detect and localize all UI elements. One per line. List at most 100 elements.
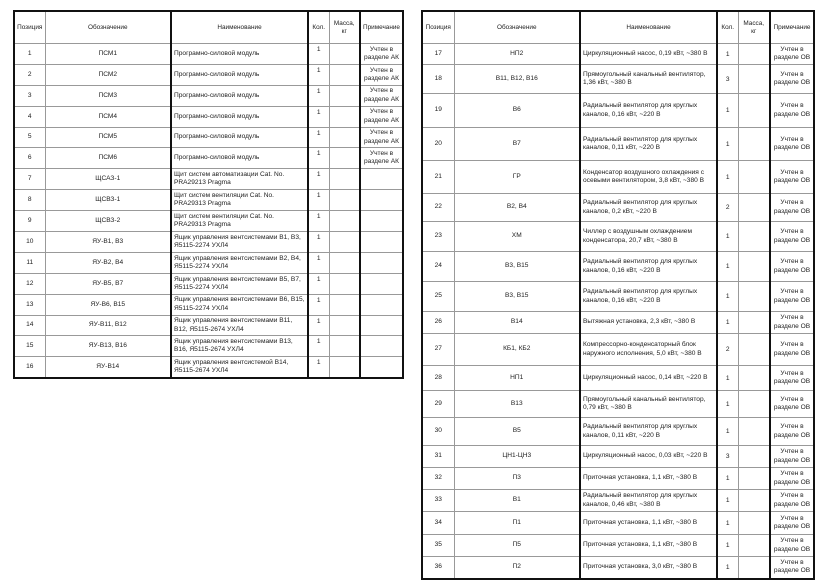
cell-mass: [328, 231, 361, 253]
cell-position: 3: [13, 84, 46, 107]
table-row: 25 В3, В15 Радиальный вентилятор для кругл…: [421, 281, 815, 312]
header-designation: Обозначение: [453, 10, 581, 44]
cell-quantity: 1: [307, 314, 330, 337]
cell-position: 21: [421, 160, 455, 194]
cell-note: Учтен в разделе АК: [359, 43, 404, 65]
table-row: 5 ПСМ5 Програмно-силовой модуль 1 Учтен в ра…: [13, 126, 404, 149]
cell-note: Учтен в разделе ОВ: [769, 251, 815, 282]
cell-position: 25: [421, 281, 455, 312]
specification-table-right: Позиция Обозначение Наименование Кол. Ма…: [421, 10, 815, 580]
cell-name: Радиальный вентилятор для круглых канало…: [579, 489, 718, 512]
cell-name: Радиальный вентилятор для круглых канало…: [579, 193, 718, 222]
table-row: 27 КБ1, КБ2 Компрессорно-конденсаторный бл…: [421, 333, 815, 366]
header-name: Наименование: [579, 10, 718, 44]
cell-note: Учтен в разделе ОВ: [769, 311, 815, 334]
cell-position: 30: [421, 417, 455, 446]
cell-designation: ЯУ-В6, В15: [44, 293, 172, 316]
cell-note: [359, 356, 404, 379]
cell-note: Учтен в разделе ОВ: [769, 281, 815, 312]
cell-quantity: 1: [307, 356, 330, 379]
cell-quantity: 1: [307, 168, 330, 191]
cell-quantity: 1: [307, 43, 330, 65]
cell-position: 32: [421, 467, 455, 490]
cell-quantity: 3: [716, 445, 739, 468]
header-quantity: Кол.: [307, 10, 330, 44]
table-row: 17 НП2 Циркуляционный насос, 0,19 кВт, ~38…: [421, 43, 815, 65]
table-row: 28 НП1 Циркуляционный насос, 0,14 кВт, ~22…: [421, 365, 815, 391]
table-row: 33 В1 Радиальный вентилятор для круглых ка…: [421, 489, 815, 512]
table-row: 7 ЩСАЗ-1 Щит систем автоматизации Cat. No.…: [13, 168, 404, 191]
cell-note: Учтен в разделе АК: [359, 63, 404, 86]
cell-name: Циркуляционный насос, 0,03 кВт, ~220 В: [579, 445, 718, 468]
cell-quantity: 1: [307, 63, 330, 86]
cell-position: 28: [421, 365, 455, 391]
cell-name: Приточная установка, 1,1 кВт, ~380 В: [579, 511, 718, 535]
cell-designation: ПСМ6: [44, 147, 172, 170]
header-position: Позиция: [421, 10, 455, 44]
cell-position: 24: [421, 251, 455, 282]
cell-quantity: 1: [716, 221, 739, 252]
table-row: 8 ЩСВЗ-1 Щит систем вентиляции Cat. No. PR…: [13, 189, 404, 212]
cell-designation: ЯУ-В5, В7: [44, 272, 172, 295]
cell-quantity: 1: [716, 417, 739, 446]
table-row: 21 ГР Конденсатор воздушного охлаждения с …: [421, 160, 815, 194]
cell-mass: [737, 127, 771, 161]
table-header-row: Позиция Обозначение Наименование Кол. Ма…: [421, 10, 815, 44]
cell-designation: В13: [453, 390, 581, 418]
cell-designation: ПСМ2: [44, 63, 172, 86]
cell-position: 33: [421, 489, 455, 512]
header-designation: Обозначение: [44, 10, 172, 44]
cell-mass: [328, 105, 361, 128]
cell-quantity: 1: [716, 556, 739, 579]
cell-mass: [737, 467, 771, 490]
table-row: 20 В7 Радиальный вентилятор для круглых ка…: [421, 127, 815, 161]
cell-mass: [737, 489, 771, 512]
cell-name: Прямоугольный канальный вентилятор, 1,36…: [579, 64, 718, 94]
cell-position: 22: [421, 193, 455, 222]
cell-position: 8: [13, 189, 46, 212]
cell-note: Учтен в разделе ОВ: [769, 193, 815, 222]
cell-position: 15: [13, 335, 46, 358]
cell-note: Учтен в разделе ОВ: [769, 445, 815, 468]
cell-name: Радиальный вентилятор для круглых канало…: [579, 251, 718, 282]
table-row: 4 ПСМ4 Програмно-силовой модуль 1 Учтен в ра…: [13, 105, 404, 128]
cell-note: [359, 272, 404, 295]
cell-note: [359, 314, 404, 337]
cell-designation: В3, В15: [453, 251, 581, 282]
cell-quantity: 2: [716, 193, 739, 222]
cell-position: 12: [13, 272, 46, 295]
cell-position: 1: [13, 43, 46, 65]
cell-note: Учтен в разделе ОВ: [769, 467, 815, 490]
cell-quantity: 1: [307, 84, 330, 107]
cell-designation: В6: [453, 93, 581, 128]
cell-note: Учтен в разделе ОВ: [769, 556, 815, 579]
cell-position: 26: [421, 311, 455, 334]
table-row: 36 П2 Приточная установка, 3,0 кВт, ~380 В…: [421, 556, 815, 579]
cell-mass: [737, 365, 771, 391]
cell-mass: [328, 84, 361, 107]
cell-name: Ящик управления вентсистемами В13, В16, …: [170, 335, 309, 358]
cell-name: Ящик управления вентсистемами В2, В4, Я5…: [170, 251, 309, 274]
cell-quantity: 1: [307, 147, 330, 170]
cell-mass: [737, 251, 771, 282]
cell-mass: [737, 511, 771, 535]
cell-mass: [328, 314, 361, 337]
cell-position: 14: [13, 314, 46, 337]
cell-mass: [328, 293, 361, 316]
cell-position: 29: [421, 390, 455, 418]
cell-position: 7: [13, 168, 46, 191]
cell-name: Радиальный вентилятор для круглых канало…: [579, 281, 718, 312]
cell-mass: [328, 189, 361, 212]
cell-designation: ЯУ-В1, В3: [44, 231, 172, 253]
cell-name: Компрессорно-конденсаторный блок наружно…: [579, 333, 718, 366]
cell-quantity: 3: [716, 64, 739, 94]
table-row: 2 ПСМ2 Програмно-силовой модуль 1 Учтен в ра…: [13, 63, 404, 86]
cell-note: [359, 231, 404, 253]
cell-designation: П5: [453, 534, 581, 557]
cell-note: Учтен в разделе ОВ: [769, 390, 815, 418]
cell-note: Учтен в разделе АК: [359, 105, 404, 128]
table-row: 34 П1 Приточная установка, 1,1 кВт, ~380 В…: [421, 511, 815, 535]
cell-designation: П2: [453, 556, 581, 579]
table-row: 23 ХМ Чиллер с воздушным охлаждением конде…: [421, 221, 815, 252]
cell-mass: [328, 210, 361, 233]
